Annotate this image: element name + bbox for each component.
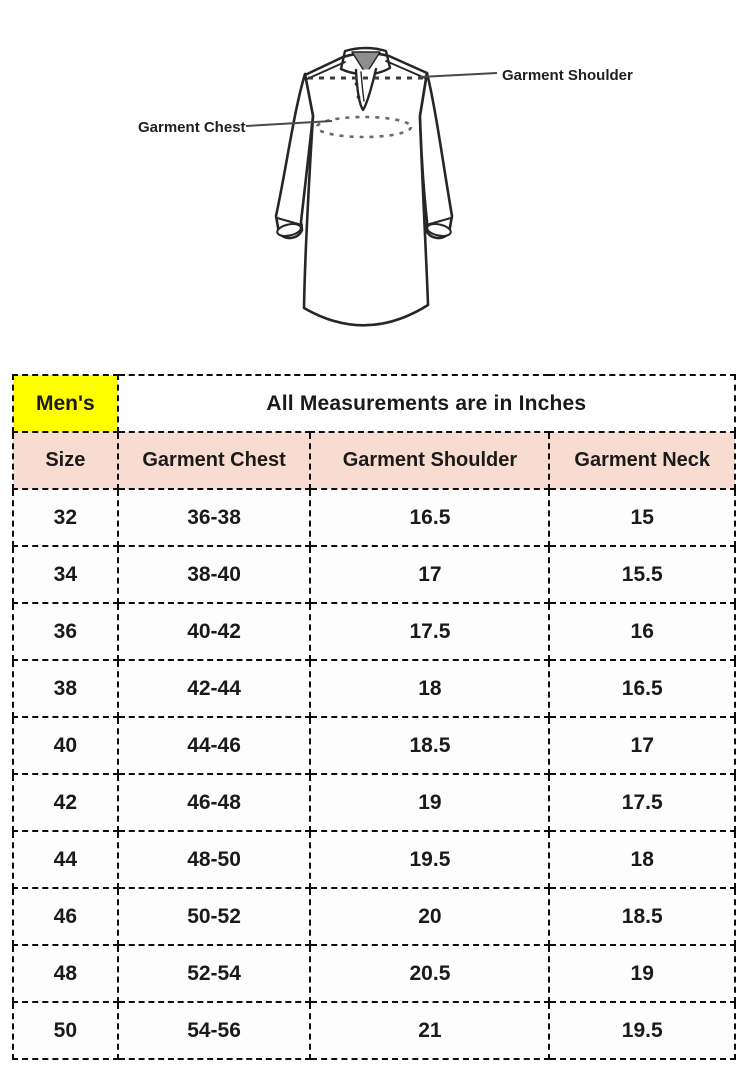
chest-callout-label: Garment Chest [138, 119, 246, 136]
cell-shoulder: 21 [309, 1001, 551, 1060]
cell-size: 38 [12, 659, 119, 718]
column-header-row: Size Garment Chest Garment Shoulder Garm… [12, 431, 736, 490]
cell-shoulder: 19 [309, 773, 551, 832]
cell-size: 46 [12, 887, 119, 946]
col-header-size: Size [12, 431, 119, 490]
cell-size: 36 [12, 602, 119, 661]
cell-chest: 52-54 [116, 944, 312, 1003]
size-chart-table: Men's All Measurements are in Inches Siz… [12, 374, 737, 1060]
chest-leader-line [245, 120, 333, 127]
cell-neck: 16 [548, 602, 736, 661]
cell-shoulder: 19.5 [309, 830, 551, 889]
shoulder-callout-label: Garment Shoulder [502, 67, 633, 84]
cell-shoulder: 18 [309, 659, 551, 718]
shoulder-leader-line [419, 72, 498, 78]
cell-chest: 54-56 [116, 1001, 312, 1060]
cell-shoulder: 17 [309, 545, 551, 604]
cell-neck: 18 [548, 830, 736, 889]
size-chart-section: Men's All Measurements are in Inches Siz… [12, 374, 737, 1060]
cell-chest: 38-40 [116, 545, 312, 604]
chest-measure-dashes [315, 115, 413, 139]
cell-size: 40 [12, 716, 119, 775]
cell-neck: 19.5 [548, 1001, 736, 1060]
cell-size: 34 [12, 545, 119, 604]
col-header-neck: Garment Neck [548, 431, 736, 490]
cell-size: 44 [12, 830, 119, 889]
cell-neck: 18.5 [548, 887, 736, 946]
size-row: 42 46-48 19 17.5 [12, 773, 736, 832]
cell-shoulder: 17.5 [309, 602, 551, 661]
col-header-chest: Garment Chest [116, 431, 312, 490]
size-row: 50 54-56 21 19.5 [12, 1001, 736, 1060]
cell-size: 48 [12, 944, 119, 1003]
size-row: 46 50-52 20 18.5 [12, 887, 736, 946]
cell-chest: 36-38 [116, 488, 312, 547]
cell-size: 42 [12, 773, 119, 832]
size-row: 36 40-42 17.5 16 [12, 602, 736, 661]
kurta-body [274, 51, 454, 327]
cell-chest: 46-48 [116, 773, 312, 832]
size-row: 48 52-54 20.5 19 [12, 944, 736, 1003]
cell-shoulder: 20 [309, 887, 551, 946]
cell-shoulder: 16.5 [309, 488, 551, 547]
size-row: 34 38-40 17 15.5 [12, 545, 736, 604]
cell-neck: 16.5 [548, 659, 736, 718]
size-row: 38 42-44 18 16.5 [12, 659, 736, 718]
size-row: 32 36-38 16.5 15 [12, 488, 736, 547]
kurta-line-art: Garment Shoulder Garment Chest [138, 46, 633, 327]
kurta-collar [339, 46, 392, 112]
cell-chest: 44-46 [116, 716, 312, 775]
cell-neck: 17.5 [548, 773, 736, 832]
cell-neck: 15.5 [548, 545, 736, 604]
size-table-body: 32 36-38 16.5 15 34 38-40 17 15.5 36 40-42 17.5 16 3… [12, 488, 736, 1060]
cell-shoulder: 18.5 [309, 716, 551, 775]
cell-chest: 48-50 [116, 830, 312, 889]
category-label: Men's [12, 374, 119, 433]
cell-neck: 15 [548, 488, 736, 547]
cell-shoulder: 20.5 [309, 944, 551, 1003]
cell-size: 50 [12, 1001, 119, 1060]
garment-diagram: Garment Shoulder Garment Chest [0, 0, 746, 374]
size-row: 44 48-50 19.5 18 [12, 830, 736, 889]
cell-neck: 19 [548, 944, 736, 1003]
col-header-shoulder: Garment Shoulder [309, 431, 551, 490]
size-row: 40 44-46 18.5 17 [12, 716, 736, 775]
cell-chest: 42-44 [116, 659, 312, 718]
chart-title: All Measurements are in Inches [116, 374, 737, 433]
cell-neck: 17 [548, 716, 736, 775]
cell-chest: 40-42 [116, 602, 312, 661]
chart-title-row: Men's All Measurements are in Inches [12, 374, 737, 433]
cell-size: 32 [12, 488, 119, 547]
cell-chest: 50-52 [116, 887, 312, 946]
